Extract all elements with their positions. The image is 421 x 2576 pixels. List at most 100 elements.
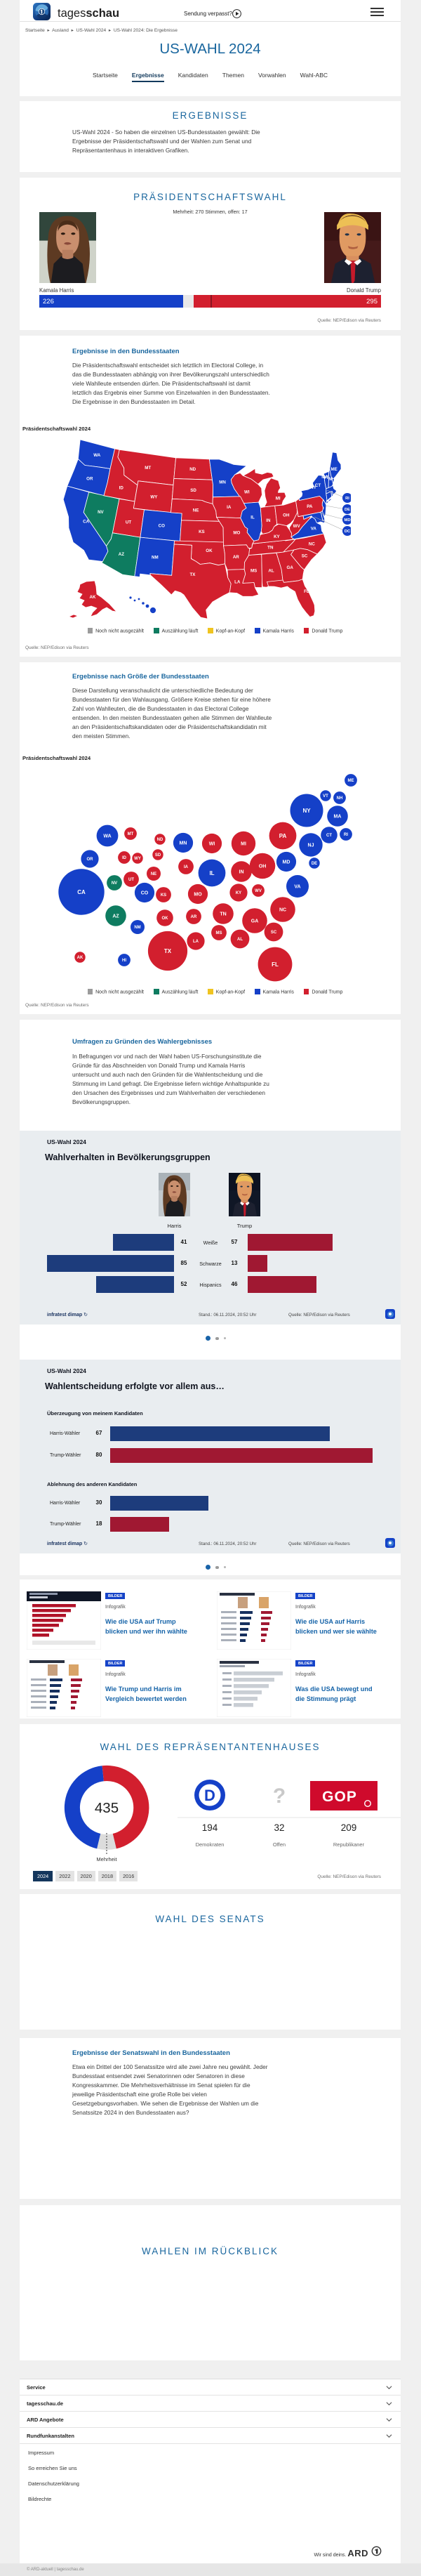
svg-text:TN: TN [220,912,226,917]
svg-text:NJ: NJ [328,500,333,505]
svg-text:OH: OH [283,513,290,518]
svg-text:LA: LA [193,940,199,944]
svg-text:CT: CT [315,483,321,488]
svg-text:FL: FL [304,589,309,594]
svg-text:Mehrheit: Mehrheit [96,1856,117,1862]
svg-text:ID: ID [119,485,124,490]
svg-text:NC: NC [279,908,286,913]
svg-text:MA: MA [321,475,328,480]
svg-text:32: 32 [274,1822,284,1833]
svg-text:GOP: GOP [322,1789,357,1805]
svg-text:NY: NY [310,485,316,490]
svg-text:194: 194 [202,1822,218,1833]
svg-text:MA: MA [334,815,342,820]
svg-text:MD: MD [283,860,290,865]
svg-text:MN: MN [219,480,226,485]
svg-text:OK: OK [206,548,213,553]
svg-text:AL: AL [268,568,274,573]
svg-text:TX: TX [189,572,196,577]
svg-text:?: ? [273,1785,286,1808]
svg-text:CA: CA [83,520,89,525]
svg-text:Republikaner: Republikaner [333,1841,365,1848]
svg-text:HI: HI [142,596,146,601]
svg-text:209: 209 [341,1822,357,1833]
svg-text:DE: DE [312,862,317,866]
svg-text:CA: CA [77,889,86,895]
svg-text:MD: MD [344,518,350,523]
svg-text:DC: DC [345,530,351,534]
svg-text:NV: NV [112,881,117,886]
svg-text:ME: ME [330,467,337,472]
svg-text:MT: MT [128,832,134,836]
svg-text:WI: WI [244,489,250,494]
svg-text:DE: DE [345,508,350,512]
svg-text:AK: AK [90,595,96,600]
svg-text:Offen: Offen [273,1841,286,1848]
svg-text:NH: NH [337,796,343,801]
svg-text:OK: OK [162,916,169,921]
svg-text:OH: OH [259,865,267,869]
svg-text:ND: ND [157,838,163,842]
svg-text:SC: SC [302,553,308,558]
svg-text:FL: FL [272,961,279,968]
svg-text:NM: NM [152,556,159,560]
svg-text:SD: SD [155,853,161,857]
svg-text:SD: SD [190,488,196,493]
svg-text:CO: CO [159,524,165,529]
svg-text:MI: MI [276,496,281,501]
svg-text:WA: WA [93,453,100,458]
svg-text:TN: TN [267,546,274,551]
svg-text:NJ: NJ [308,843,314,848]
svg-text:KY: KY [274,534,280,539]
svg-text:NH: NH [328,477,335,482]
svg-text:CT: CT [326,834,332,838]
svg-text:UT: UT [126,520,131,525]
svg-text:TX: TX [164,948,172,954]
svg-text:AL: AL [237,938,243,942]
svg-text:IL: IL [250,515,255,520]
svg-text:LA: LA [234,580,241,585]
svg-text:VT: VT [323,794,328,799]
svg-text:NE: NE [193,508,199,513]
svg-text:WV: WV [255,889,262,893]
svg-text:CO: CO [141,891,149,896]
svg-text:IL: IL [209,870,214,876]
svg-text:IA: IA [227,505,232,510]
svg-text:WY: WY [150,495,158,500]
svg-text:435: 435 [95,1800,119,1816]
svg-text:GA: GA [251,919,259,924]
svg-text:UT: UT [128,878,134,882]
svg-text:NM: NM [134,926,140,930]
svg-text:NV: NV [98,510,104,515]
svg-text:WY: WY [134,857,141,861]
svg-text:NY: NY [302,808,311,814]
svg-text:PA: PA [307,504,313,509]
svg-text:VT: VT [323,475,329,480]
svg-text:Demokraten: Demokraten [196,1841,225,1848]
svg-text:IN: IN [266,518,271,523]
svg-text:OR: OR [86,477,93,482]
svg-text:HI: HI [122,959,126,963]
svg-text:NE: NE [151,872,156,876]
svg-text:SC: SC [271,931,277,935]
svg-text:MI: MI [241,842,246,847]
svg-text:MO: MO [233,530,240,535]
svg-text:AZ: AZ [119,552,124,557]
svg-text:ID: ID [122,856,127,860]
svg-text:MO: MO [194,893,202,898]
svg-text:GA: GA [287,565,294,570]
svg-text:ME: ME [348,779,354,783]
svg-text:IA: IA [184,865,189,869]
svg-text:KS: KS [199,530,205,534]
svg-text:IN: IN [239,870,244,875]
svg-text:MS: MS [216,931,222,935]
svg-text:WA: WA [103,834,111,839]
svg-text:MT: MT [145,466,151,471]
svg-text:RI: RI [344,833,348,837]
svg-text:MN: MN [180,841,187,846]
svg-text:KS: KS [161,893,166,898]
svg-text:VA: VA [294,885,300,890]
svg-text:MS: MS [250,569,257,574]
svg-text:AR: AR [233,555,239,560]
svg-text:ND: ND [189,467,196,472]
